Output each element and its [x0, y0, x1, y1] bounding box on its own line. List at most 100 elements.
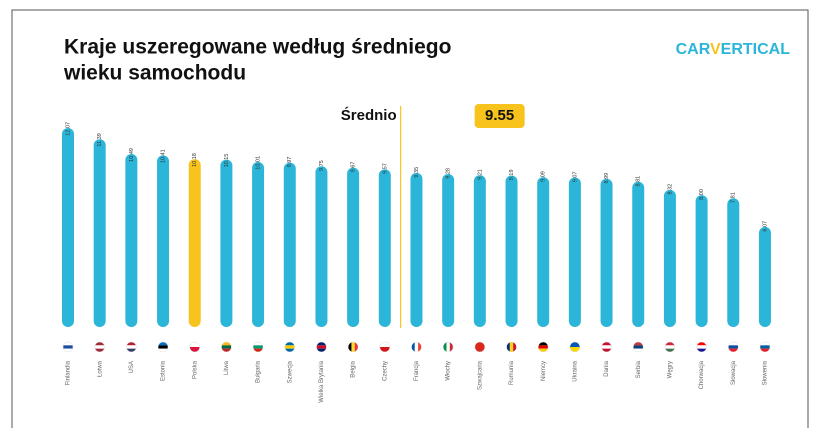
flag: [221, 342, 232, 352]
flag: [474, 342, 485, 352]
flag: [538, 342, 549, 352]
flag: [253, 342, 264, 352]
x-tick-label: Wielka Brytania: [319, 360, 325, 402]
flag-stripe: [63, 342, 73, 346]
flag-stripe: [284, 342, 295, 346]
flag-border: [569, 341, 581, 353]
flag-stripe: [538, 345, 549, 349]
flag-stripe: [513, 342, 517, 352]
flag-border: [442, 341, 454, 353]
value-label: 11.39: [97, 133, 103, 146]
x-tick-label: Włochy: [446, 361, 452, 381]
bar: [537, 177, 550, 327]
value-label: 10.15: [224, 154, 230, 168]
bar: [568, 177, 581, 327]
bar: [220, 159, 233, 327]
x-tick-label: Węgry: [667, 361, 673, 378]
x-tick-label: Szwajcaria: [477, 360, 483, 390]
x-tick-label: Bułgaria: [256, 360, 262, 383]
value-label: 9.07: [572, 171, 578, 182]
flag: [411, 342, 422, 352]
value-label: 9.35: [414, 167, 420, 178]
bar: [695, 195, 708, 327]
value-label: 9.19: [509, 169, 515, 180]
flag-border: [632, 341, 644, 353]
flag-stripe: [538, 342, 549, 346]
value-label: 9.28: [446, 168, 452, 179]
value-label: 8.00: [699, 189, 705, 200]
flag-stripe: [446, 342, 450, 352]
logo: CARVERTICAL: [676, 41, 791, 58]
flag-stripe: [94, 345, 105, 349]
flag-stripe: [664, 345, 675, 349]
bar: [442, 173, 455, 327]
flag-border: [221, 341, 232, 353]
flag-border: [474, 341, 486, 353]
frame: [11, 9, 809, 428]
flag-stripe: [316, 348, 327, 352]
flag-border: [379, 341, 391, 353]
value-label: 10.18: [192, 153, 198, 167]
flag: [569, 342, 580, 352]
average-label: Średnio: [341, 106, 397, 124]
chart-title: wieku samochodu: [63, 62, 246, 85]
bar: [62, 128, 74, 327]
flag-stripe: [569, 342, 580, 347]
bar: [410, 172, 423, 327]
x-tick-label: Czechy: [382, 361, 388, 381]
value-label: 9.57: [382, 163, 388, 174]
flag-stripe: [601, 342, 612, 346]
value-label: 9.09: [541, 171, 547, 182]
flag-border: [126, 341, 137, 353]
bar: [600, 178, 613, 327]
flag-border: [62, 341, 74, 353]
bar: [758, 226, 771, 327]
flag-border: [316, 341, 327, 353]
flag-stripe: [284, 345, 295, 349]
flag-stripe: [506, 342, 510, 352]
flag-stripe: [63, 345, 73, 349]
flag-stripe: [158, 342, 169, 346]
flag-stripe: [759, 345, 770, 349]
value-label: 10.41: [160, 149, 166, 163]
flag-stripe: [316, 345, 327, 349]
x-tick-label: Szwecja: [287, 360, 293, 383]
bar: [93, 139, 106, 327]
flag: [633, 342, 644, 352]
flag-stripe: [316, 342, 327, 346]
flag: [348, 342, 359, 352]
flag-stripe: [158, 348, 169, 352]
flag-stripe: [443, 342, 447, 352]
x-tick-label: Belgia: [351, 360, 357, 377]
value-label: 8.32: [667, 184, 673, 195]
x-tick-label: Finlandia: [66, 360, 72, 385]
flag-stripe: [189, 347, 200, 352]
flag-stripe: [414, 342, 419, 352]
flag: [601, 342, 612, 352]
x-tick-label: Polska: [192, 360, 198, 379]
flag: [316, 342, 327, 352]
bar: [252, 161, 265, 327]
x-tick-label: Chorwacja: [699, 360, 705, 389]
flag-stripe: [474, 342, 485, 347]
flag-stripe: [759, 342, 770, 346]
bar: [157, 155, 170, 327]
flag-border: [157, 341, 169, 353]
x-tick-label: Litwa: [224, 360, 230, 375]
flag: [443, 342, 454, 352]
flag-stripe: [126, 345, 137, 349]
value-label: 9.75: [319, 160, 325, 171]
x-tick-label: Łotwa: [97, 360, 103, 377]
bar: [188, 159, 201, 327]
flag: [728, 342, 739, 352]
flag-border: [506, 341, 517, 353]
flag-stripe: [728, 342, 739, 346]
flag: [506, 342, 517, 352]
flag: [379, 342, 390, 352]
flag-stripe: [696, 345, 707, 349]
flag-stripe: [474, 347, 485, 352]
x-tick-label: USA: [129, 361, 135, 373]
flag: [696, 342, 707, 352]
flag-stripe: [633, 342, 644, 346]
